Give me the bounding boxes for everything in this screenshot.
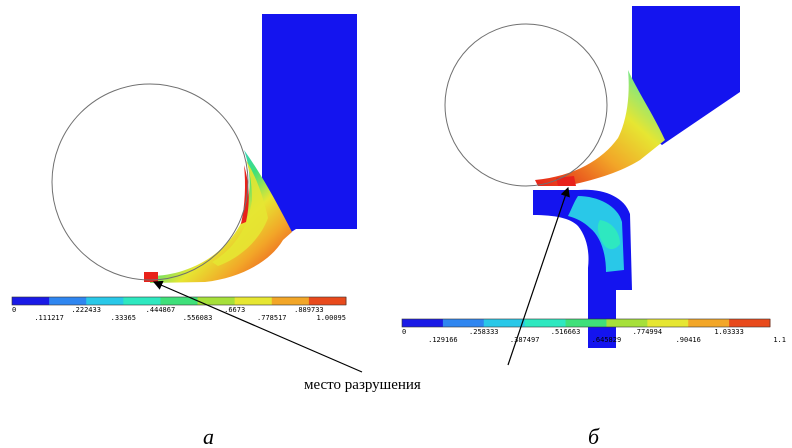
panel-a-scale-tick-bottom: .556083 — [183, 314, 213, 322]
panel-a-scale-border — [11, 296, 347, 306]
panel-a-red-band — [241, 165, 249, 224]
panel-b-scale-segment — [565, 319, 607, 327]
panel-a-red-tip — [144, 272, 158, 282]
panel-b: 0 .258333 .516663 .774994 1.03333 .129166 .387… — [401, 6, 786, 448]
panel-b-scale-tick-bottom: .90416 — [676, 336, 701, 344]
panel-a-scale-segment — [197, 297, 236, 305]
panel-a-ball-outline — [51, 83, 249, 281]
panel-a-scale-segment — [308, 297, 347, 305]
failure-location-label: место разрушения — [304, 377, 421, 393]
panel-a-scale-segment — [271, 297, 310, 305]
panel-b-green-spot — [597, 220, 620, 250]
panel-a-scale-tick-top: .889733 — [294, 306, 324, 314]
panel-a-scale-segment — [86, 297, 124, 305]
panel-a-scale-segment — [234, 297, 273, 305]
panel-b-scale-tick-bottom: .129166 — [428, 336, 458, 344]
panel-b-scale-segment — [442, 319, 485, 327]
panel-b-blue-body — [630, 6, 740, 145]
panel-a-scale-tick-bottom: .111217 — [34, 314, 64, 322]
panel-b-scale-segment — [524, 319, 567, 327]
panel-a-label: а — [203, 424, 214, 448]
panel-b-scale-tick-top: 1.03333 — [714, 328, 744, 336]
panel-b-scale-tick-top: .774994 — [633, 328, 663, 336]
panel-a-scale-segment — [49, 297, 87, 305]
failure-annotation: место разрушения — [152, 186, 570, 393]
panel-a-blue-body — [262, 14, 357, 249]
panel-b-scale-segment — [647, 319, 689, 327]
panel-b-scale-tick-bottom: .645829 — [592, 336, 622, 344]
panel-b-scale-segment — [606, 319, 648, 327]
panel-b-scale-border — [401, 318, 771, 328]
panel-a-scale-tick-bottom: .778517 — [257, 314, 287, 322]
panel-b-scale-tick-top: .516663 — [551, 328, 581, 336]
panel-a-yellow-band — [212, 160, 268, 266]
panel-b-scale-segment — [688, 319, 730, 327]
panel-a-scale-segment — [12, 297, 50, 305]
panel-b-scale-segment — [483, 319, 526, 327]
panel-a-color-scale: 0 .222433 .444867 .6673 .889733 .111217 .33365… — [11, 296, 347, 322]
panel-a-scale-tick-bottom: .33365 — [111, 314, 136, 322]
panel-a: 0 .222433 .444867 .6673 .889733 .111217 .33365… — [11, 14, 357, 448]
panel-a-scale-segment — [160, 297, 199, 305]
panel-a-scale-segment — [123, 297, 161, 305]
panel-b-scale-tick-bottom: .387497 — [510, 336, 540, 344]
panel-a-scale-tick-bottom: 1.00095 — [316, 314, 346, 322]
panel-b-color-scale: 0 .258333 .516663 .774994 1.03333 .129166 .387… — [401, 318, 786, 344]
panel-a-scale-tick-top: .444867 — [146, 306, 176, 314]
panel-a-scale-tick-top: .222433 — [71, 306, 101, 314]
panel-b-scale-tick-top: .258333 — [469, 328, 499, 336]
panel-b-scale-tick-top: 0 — [402, 328, 406, 336]
panel-b-cyan-zone — [568, 196, 624, 272]
panel-b-scale-segment — [402, 319, 444, 327]
panel-b-label: б — [588, 424, 600, 448]
panel-a-scale-tick-top: 0 — [12, 306, 16, 314]
panel-b-scale-segment — [729, 319, 771, 327]
arrow-to-panel-a — [152, 280, 363, 373]
panel-a-scale-tick-top: .6673 — [224, 306, 245, 314]
panel-b-stress-zone — [535, 70, 665, 186]
panel-b-scale-tick-bottom: 1.1 — [773, 336, 786, 344]
arrow-to-panel-b — [507, 186, 570, 366]
panel-b-ball-outline — [444, 23, 608, 187]
